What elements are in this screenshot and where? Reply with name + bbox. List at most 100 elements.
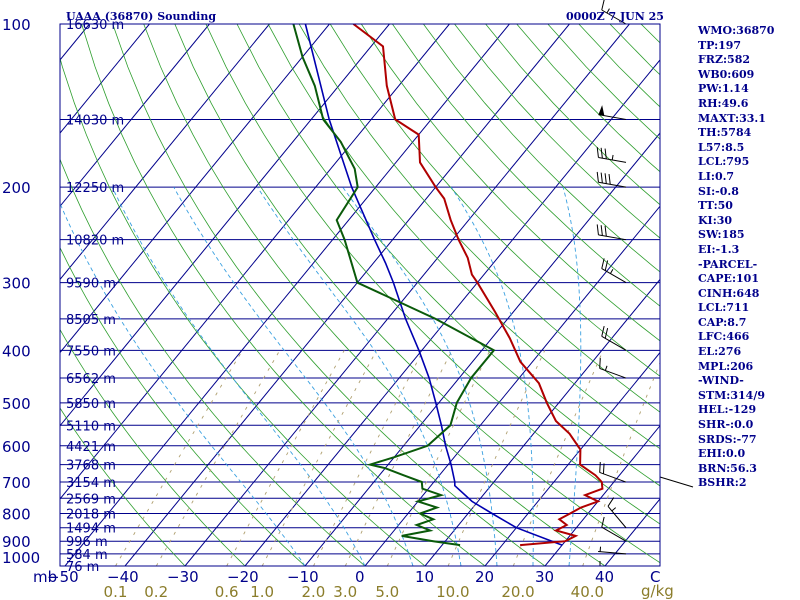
wind-barb-staff bbox=[598, 157, 627, 163]
wind-barb-flag bbox=[601, 516, 605, 528]
sounding-index-item: BSHR:2 bbox=[698, 476, 747, 490]
wind-barb bbox=[601, 0, 627, 25]
dry-adiabat bbox=[298, 24, 660, 413]
height-label: 5110 m bbox=[66, 419, 116, 434]
dry-adiabat bbox=[60, 158, 366, 566]
wind-barb bbox=[596, 224, 627, 241]
isotherm-line bbox=[484, 351, 660, 566]
temperature-tick-label: 10 bbox=[415, 568, 434, 586]
sounding-index-item: TT:50 bbox=[698, 199, 733, 213]
wind-barb-flag bbox=[608, 173, 611, 185]
height-label: 12250 m bbox=[66, 181, 124, 196]
wind-barb-flag bbox=[600, 147, 603, 159]
height-label: 3768 m bbox=[66, 459, 116, 474]
mixing-ratio-line bbox=[447, 350, 546, 566]
isotherm-line bbox=[544, 424, 660, 566]
dry-adiabat bbox=[360, 24, 660, 342]
temperature-tick-label: 30 bbox=[535, 568, 554, 586]
height-label: 6562 m bbox=[66, 372, 116, 387]
sounding-index-item: LCL:795 bbox=[698, 155, 750, 169]
height-label: 16630 m bbox=[66, 18, 124, 33]
mixing-ratio-line bbox=[115, 350, 243, 566]
pressure-tick-label: 900 bbox=[2, 533, 31, 551]
wind-barb-flag bbox=[596, 224, 599, 235]
sounding-index-item: CAP:8.7 bbox=[698, 315, 747, 329]
wind-barb-pennant bbox=[598, 105, 605, 116]
wind-barb-staff bbox=[601, 9, 627, 25]
wind-barb bbox=[599, 462, 627, 483]
wind-barb bbox=[601, 516, 627, 542]
temperature-tick-label: −40 bbox=[107, 568, 139, 586]
wind-barb-flag bbox=[599, 358, 601, 369]
wind-barb bbox=[599, 358, 627, 379]
temperature-tick-label: 40 bbox=[595, 568, 614, 586]
sounding-index-item: TH:5784 bbox=[698, 126, 752, 140]
sounding-index-item: MAXT:33.1 bbox=[698, 111, 766, 125]
wind-barb-flag bbox=[600, 172, 603, 184]
sounding-index-item: FRZ:582 bbox=[698, 53, 751, 67]
isotherm-line bbox=[60, 24, 330, 354]
sounding-index-item: STM:314/9 bbox=[698, 388, 765, 402]
isotherm-line bbox=[244, 59, 660, 566]
mixing-ratio-tick-label: 40.0 bbox=[571, 583, 604, 600]
isotherm-line bbox=[124, 24, 570, 566]
wind-barb-staff bbox=[599, 367, 627, 379]
wind-barb bbox=[601, 326, 627, 351]
wind-barb-flag bbox=[604, 225, 607, 237]
mixing-ratio-line bbox=[226, 350, 345, 566]
plot-frame bbox=[59, 23, 661, 567]
dry-adiabat bbox=[60, 246, 306, 566]
temperature-tick-label: −20 bbox=[227, 568, 259, 586]
mixing-ratio-tick-label: 2.0 bbox=[302, 583, 326, 600]
wind-barb-half-flag bbox=[611, 154, 614, 161]
temperature-trace bbox=[352, 24, 604, 547]
mixing-ratio-line bbox=[155, 350, 281, 566]
sounding-index-item: KI:30 bbox=[698, 213, 733, 227]
pressure-tick-label: 200 bbox=[2, 179, 31, 197]
mixing-ratio-line bbox=[386, 350, 491, 566]
wind-barb bbox=[601, 258, 627, 284]
sounding-index-item: LI:0.7 bbox=[698, 169, 735, 183]
sounding-index-item: HEL:-129 bbox=[698, 403, 757, 417]
sounding-index-item: -PARCEL- bbox=[698, 257, 758, 271]
sounding-index-item: CAPE:101 bbox=[698, 272, 759, 286]
isotherm-line bbox=[304, 132, 660, 566]
wind-barb-flag bbox=[604, 148, 607, 159]
moist-adiabat bbox=[111, 187, 366, 566]
sounding-index-item: PW:1.14 bbox=[698, 82, 749, 96]
mixing-ratio-tick-label: 1.0 bbox=[250, 583, 274, 600]
wind-barb bbox=[596, 147, 627, 163]
wind-barb-staff bbox=[598, 181, 627, 188]
height-label: 584 m bbox=[66, 548, 108, 563]
dry-adiabat bbox=[329, 24, 660, 377]
wind-barb-flag bbox=[601, 258, 605, 269]
height-label: 14030 m bbox=[66, 113, 124, 128]
height-label: 9590 m bbox=[66, 277, 116, 292]
height-label: 2018 m bbox=[66, 507, 116, 522]
isotherm-line bbox=[60, 24, 450, 500]
sounding-index-item: EL:276 bbox=[698, 345, 742, 359]
height-label: 996 m bbox=[66, 535, 108, 550]
sounding-index-item: RH:49.6 bbox=[698, 96, 749, 110]
height-label: 7550 m bbox=[66, 344, 116, 359]
storm-motion-line bbox=[659, 476, 694, 488]
sounding-index-item: SW:185 bbox=[698, 228, 745, 242]
wind-barb-flag bbox=[604, 328, 609, 339]
wind-barb-flag bbox=[600, 225, 603, 236]
dry-adiabat bbox=[60, 328, 246, 566]
parcel-trace bbox=[304, 24, 563, 546]
pressure-tick-label: 100 bbox=[2, 16, 31, 34]
wind-barb-half-flag bbox=[606, 8, 610, 14]
dewpoint-trace bbox=[292, 24, 496, 547]
moist-adiabat bbox=[450, 186, 534, 566]
sounding-index-item: WMO:36870 bbox=[698, 24, 775, 37]
temperature-tick-label: −10 bbox=[287, 568, 319, 586]
sounding-index-item: TP:197 bbox=[698, 38, 742, 52]
wind-barb-staff bbox=[598, 550, 627, 555]
wind-barb-staff bbox=[607, 505, 627, 529]
wind-barb-staff bbox=[598, 114, 627, 120]
pressure-tick-label: 500 bbox=[2, 395, 31, 413]
mixing-ratio-tick-label: 20.0 bbox=[501, 583, 534, 600]
pressure-tick-label: 300 bbox=[2, 275, 31, 293]
